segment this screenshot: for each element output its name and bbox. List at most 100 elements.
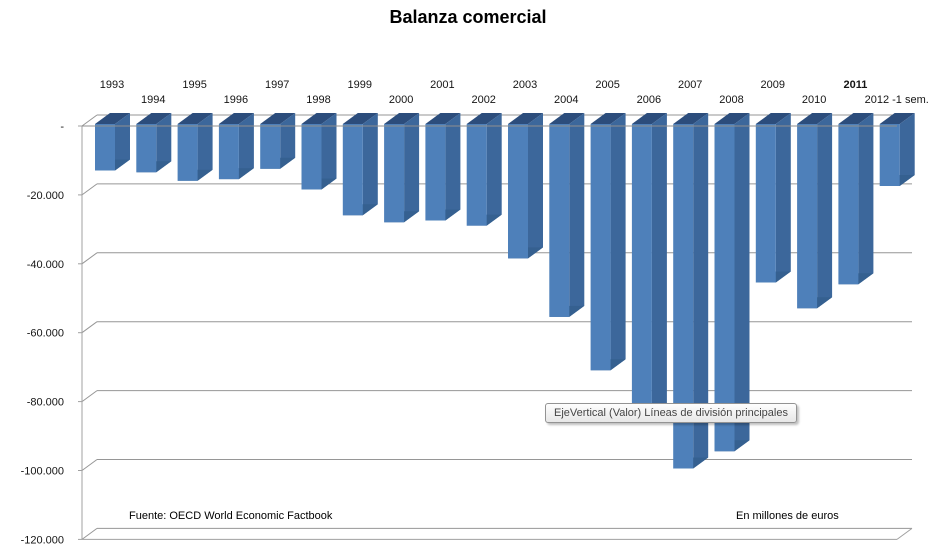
bar-top-face[interactable] (631, 113, 667, 124)
x-axis-label[interactable]: 1997 (265, 79, 289, 91)
bar-front-face[interactable] (673, 124, 694, 469)
bar-side-face[interactable] (280, 113, 296, 169)
bar-front-face[interactable] (714, 124, 735, 452)
chart-title[interactable]: Balanza comercial (389, 7, 547, 27)
bar-top-face[interactable] (136, 113, 172, 124)
x-axis-label[interactable]: 2010 (802, 94, 826, 106)
y-axis-label[interactable]: -40.000 (27, 259, 64, 271)
bar-top-face[interactable] (755, 113, 791, 124)
bar-top-face[interactable] (342, 113, 378, 124)
bar-side-face[interactable] (899, 113, 915, 186)
bar-front-face[interactable] (797, 124, 818, 309)
bar-front-face[interactable] (301, 124, 322, 190)
y-axis-label[interactable]: -60.000 (27, 328, 64, 340)
bar-top-face[interactable] (714, 113, 750, 124)
bar-top-face[interactable] (95, 113, 130, 124)
bar-side-face[interactable] (486, 113, 502, 226)
bar-top-face[interactable] (590, 113, 626, 124)
bar-2007[interactable] (673, 113, 709, 469)
bar-1993[interactable] (95, 113, 130, 171)
bar-front-face[interactable] (838, 124, 859, 285)
bar-front-face[interactable] (631, 124, 652, 417)
bar-front-face[interactable] (218, 124, 239, 180)
bar-side-face[interactable] (404, 113, 420, 223)
bar-side-face[interactable] (362, 113, 378, 216)
x-axis-label[interactable]: 1993 (100, 79, 124, 91)
bar-side-face[interactable] (569, 113, 585, 317)
bar-top-face[interactable] (549, 113, 585, 124)
bar-side-face[interactable] (651, 113, 667, 417)
bar-front-face[interactable] (384, 124, 405, 223)
bar-side-face[interactable] (321, 113, 337, 190)
bar-top-face[interactable] (218, 113, 254, 124)
x-axis-label[interactable]: 2005 (595, 79, 619, 91)
bar-front-face[interactable] (590, 124, 611, 371)
x-axis-label[interactable]: 2000 (389, 94, 413, 106)
bar-1998[interactable] (301, 113, 337, 190)
x-axis-label[interactable]: 2004 (554, 94, 578, 106)
bar-side-face[interactable] (610, 113, 626, 371)
bar-front-face[interactable] (260, 124, 281, 169)
bar-2006[interactable] (631, 113, 667, 417)
bar-top-face[interactable] (177, 113, 213, 124)
bar-side-face[interactable] (115, 113, 130, 171)
x-axis-label[interactable]: 2001 (430, 79, 454, 91)
bar-top-face[interactable] (797, 113, 833, 124)
bar-2001[interactable] (425, 113, 461, 221)
bar-front-face[interactable] (177, 124, 198, 181)
x-axis-label[interactable]: 1994 (141, 94, 165, 106)
y-axis-label[interactable]: -20.000 (27, 190, 64, 202)
x-axis-label[interactable]: 1996 (224, 94, 248, 106)
bar-2008[interactable] (714, 113, 750, 452)
y-axis-label[interactable]: - (60, 121, 64, 133)
bar-front-face[interactable] (425, 124, 446, 221)
x-axis-label[interactable]: 2011 (843, 79, 867, 91)
bar-side-face[interactable] (197, 113, 213, 181)
y-axis-label[interactable]: -100.000 (21, 466, 64, 478)
bar-top-face[interactable] (384, 113, 420, 124)
bar-front-face[interactable] (342, 124, 363, 216)
x-axis-label[interactable]: 2007 (678, 79, 702, 91)
bar-top-face[interactable] (425, 113, 461, 124)
bar-front-face[interactable] (755, 124, 776, 283)
bar-2012 -1 sem.[interactable] (879, 113, 915, 186)
bar-side-face[interactable] (528, 113, 543, 259)
bar-2011[interactable] (838, 113, 874, 285)
bar-2005[interactable] (590, 113, 626, 371)
bar-top-face[interactable] (466, 113, 502, 124)
bar-1996[interactable] (218, 113, 254, 180)
x-axis-label[interactable]: 2006 (637, 94, 661, 106)
bar-top-face[interactable] (301, 113, 337, 124)
bar-side-face[interactable] (445, 113, 461, 221)
bar-front-face[interactable] (95, 124, 115, 171)
bar-side-face[interactable] (817, 113, 833, 309)
bar-top-face[interactable] (673, 113, 709, 124)
bar-side-face[interactable] (238, 113, 254, 180)
x-axis-label[interactable]: 1995 (182, 79, 206, 91)
bar-side-face[interactable] (858, 113, 874, 285)
bar-1999[interactable] (342, 113, 378, 216)
bar-front-face[interactable] (136, 124, 157, 173)
bar-top-face[interactable] (879, 113, 915, 124)
bar-front-face[interactable] (508, 124, 528, 259)
bar-1994[interactable] (136, 113, 172, 173)
bar-2009[interactable] (755, 113, 791, 283)
bar-2004[interactable] (549, 113, 585, 317)
bar-side-face[interactable] (734, 113, 750, 452)
x-axis-label[interactable]: 2002 (471, 94, 495, 106)
bar-2000[interactable] (384, 113, 420, 223)
bar-1995[interactable] (177, 113, 213, 181)
x-axis-label[interactable]: 1998 (306, 94, 330, 106)
bar-front-face[interactable] (879, 124, 900, 186)
bar-front-face[interactable] (549, 124, 570, 317)
x-axis-label[interactable]: 2008 (719, 94, 743, 106)
bar-series[interactable] (95, 113, 915, 469)
bar-top-face[interactable] (508, 113, 543, 124)
bar-2002[interactable] (466, 113, 502, 226)
bar-side-face[interactable] (156, 113, 172, 173)
bar-2003[interactable] (508, 113, 543, 259)
x-axis-label[interactable]: 1999 (348, 79, 372, 91)
y-axis-label[interactable]: -80.000 (27, 397, 64, 409)
y-axis-label[interactable]: -120.000 (21, 534, 64, 546)
axis-frame[interactable] (81, 126, 913, 540)
